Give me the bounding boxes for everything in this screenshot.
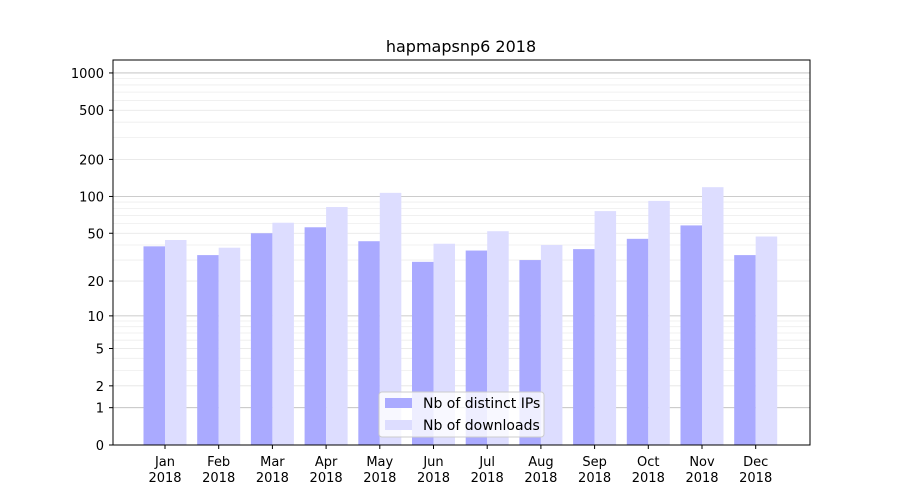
x-tick-label: Aug 2018 xyxy=(524,455,557,486)
legend-swatch-downloads xyxy=(385,420,412,430)
y-tick-label: 1000 xyxy=(71,67,104,82)
bar-downloads xyxy=(648,200,670,445)
x-tick-label: Sep 2018 xyxy=(578,455,611,486)
legend: Nb of distinct IPs Nb of downloads xyxy=(378,391,545,438)
bar-ips xyxy=(197,255,219,445)
x-tick-label: Dec 2018 xyxy=(739,455,772,486)
bar-downloads xyxy=(326,207,348,445)
y-tick-label: 100 xyxy=(79,190,104,205)
chart-title: hapmapsnp6 2018 xyxy=(386,37,536,56)
y-tick-label: 1 xyxy=(96,402,104,417)
x-tick-label: Mar 2018 xyxy=(256,455,289,486)
bar-downloads xyxy=(702,187,724,445)
bar-ips xyxy=(358,241,380,445)
x-tick-label: Jun 2018 xyxy=(417,455,450,486)
bar-downloads xyxy=(379,192,402,445)
bar-downloads xyxy=(165,240,187,445)
bar-downloads xyxy=(218,247,241,445)
legend-label-downloads: Nb of downloads xyxy=(423,418,540,434)
bar-downloads xyxy=(594,211,617,445)
y-tick-label: 20 xyxy=(87,275,104,290)
bar-downloads xyxy=(755,236,778,445)
x-tick-label: May 2018 xyxy=(363,455,396,486)
y-tick-label: 2 xyxy=(96,380,104,395)
bar-ips xyxy=(573,249,595,445)
y-tick-label: 500 xyxy=(79,104,104,119)
y-tick-label: 50 xyxy=(87,227,104,242)
x-tick-label: Jul 2018 xyxy=(471,455,504,486)
bar-ips xyxy=(143,246,165,445)
y-tick-label: 200 xyxy=(79,153,104,168)
y-tick-label: 0 xyxy=(96,439,104,454)
bar-ips xyxy=(304,227,327,445)
x-tick-label: Nov 2018 xyxy=(685,455,718,486)
legend-label-ips: Nb of distinct IPs xyxy=(423,396,540,412)
bar-ips xyxy=(680,225,702,445)
y-tick-label: 10 xyxy=(87,310,104,325)
x-tick-label: Feb 2018 xyxy=(202,455,235,486)
x-tick-label: Apr 2018 xyxy=(310,455,343,486)
x-tick-label: Oct 2018 xyxy=(632,455,665,486)
bar-ips xyxy=(250,233,273,445)
y-tick-label: 5 xyxy=(96,343,104,358)
plot-frame xyxy=(112,59,811,446)
bar-downloads xyxy=(540,245,563,445)
bar-downloads xyxy=(272,222,294,445)
legend-swatch-ips xyxy=(385,398,412,408)
bar-ips xyxy=(734,255,756,445)
bar-ips xyxy=(626,238,649,445)
x-tick-label: Jan 2018 xyxy=(148,455,181,486)
